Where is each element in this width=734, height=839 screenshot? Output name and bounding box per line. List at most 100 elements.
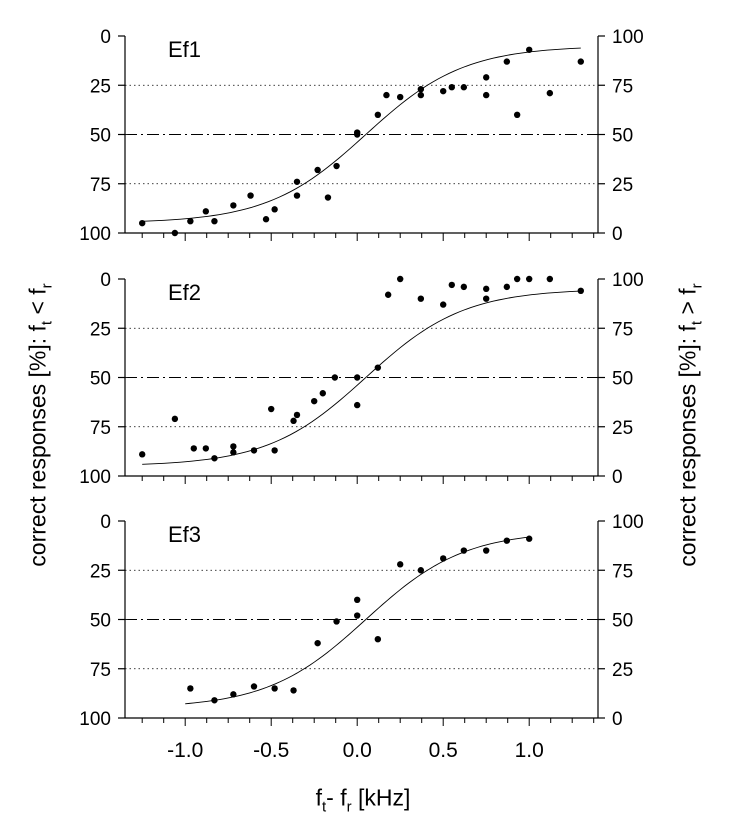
right-tick-label: 75: [612, 561, 633, 582]
data-point: [190, 445, 197, 452]
panel-label: Ef2: [168, 280, 201, 305]
data-point: [187, 685, 194, 692]
panel-ef3: 0 100 25 75 50 50 75 25 100 0 Ef3 -1.0 -0.5 0.0 0.5 1.0: [79, 512, 643, 762]
data-point: [271, 447, 278, 454]
right-tick-label: 25: [612, 660, 633, 681]
data-point: [483, 295, 490, 302]
data-point: [503, 283, 511, 291]
data-point: [526, 535, 533, 542]
data-point: [314, 639, 321, 647]
left-tick-label: 25: [90, 561, 111, 582]
data-point: [333, 618, 340, 625]
data-point: [354, 612, 361, 619]
y-axis-label-left: correct responses [%]: ft < fr: [24, 283, 56, 567]
data-point: [397, 93, 404, 101]
data-point: [354, 596, 361, 603]
data-point: [354, 401, 361, 409]
data-point: [397, 561, 404, 568]
right-tick-label: 25: [612, 418, 633, 439]
data-point: [513, 275, 521, 283]
data-point: [230, 691, 237, 698]
left-tick-label: 25: [90, 76, 111, 97]
data-point: [324, 194, 332, 201]
left-tick-label: 75: [90, 175, 111, 196]
left-tick-label: 100: [79, 467, 111, 488]
x-axis-label: ft- fr [kHz]: [315, 784, 411, 816]
left-tick-label: 100: [79, 224, 111, 245]
data-point: [483, 74, 490, 81]
data-point: [250, 683, 258, 690]
data-point: [202, 208, 210, 215]
panel-ef1: 0 100 25 75 50 50 75 25 100 0 Ef1: [79, 27, 643, 245]
data-point: [211, 455, 218, 462]
left-tick-label: 50: [90, 611, 111, 632]
left-tick-label: 25: [90, 319, 111, 340]
data-point: [139, 219, 146, 227]
data-point: [526, 275, 533, 283]
left-tick-label: 0: [100, 512, 111, 533]
data-point: [319, 390, 326, 397]
data-point: [211, 217, 218, 225]
data-point: [417, 295, 425, 302]
data-point: [271, 685, 278, 692]
right-tick-label: 100: [612, 512, 644, 533]
data-point: [293, 411, 301, 419]
right-tick-label: 50: [612, 126, 633, 147]
left-tick-label: 100: [79, 709, 111, 730]
right-tick-label: 50: [612, 369, 633, 390]
data-point: [440, 301, 447, 308]
data-point: [483, 285, 490, 293]
data-point: [262, 216, 270, 223]
data-point: [139, 451, 146, 458]
left-tick-label: 50: [90, 369, 111, 390]
right-tick-label: 0: [612, 224, 623, 245]
data-point: [577, 287, 584, 295]
data-point: [460, 547, 468, 554]
data-point: [483, 91, 490, 99]
data-point: [202, 445, 210, 452]
fit-curve: [185, 536, 530, 705]
left-tick-label: 50: [90, 126, 111, 147]
data-point: [460, 283, 468, 291]
data-point: [311, 397, 318, 405]
data-point: [460, 84, 468, 91]
data-point: [230, 443, 237, 450]
y-axis-label-right: correct responses [%]: ft > fr: [674, 283, 706, 567]
data-point: [503, 58, 511, 65]
data-point: [374, 111, 382, 119]
data-point: [293, 178, 301, 185]
right-tick-label: 0: [612, 709, 623, 730]
data-point: [440, 555, 447, 562]
data-point: [546, 89, 554, 97]
data-point: [171, 415, 179, 423]
data-point: [374, 364, 382, 371]
data-point: [354, 131, 361, 138]
data-point: [417, 567, 425, 574]
right-tick-label: 0: [612, 467, 623, 488]
right-tick-label: 75: [612, 319, 633, 340]
data-point: [483, 547, 490, 554]
right-tick-label: 100: [612, 27, 644, 48]
data-point: [314, 166, 321, 174]
x-tick-label: 0.0: [343, 739, 372, 762]
right-tick-label: 50: [612, 611, 633, 632]
data-point: [384, 291, 392, 298]
data-point: [250, 447, 258, 454]
x-tick-label: -0.5: [253, 739, 289, 762]
left-tick-label: 0: [100, 27, 111, 48]
data-point: [333, 162, 340, 170]
x-tick-label: -1.0: [167, 739, 203, 762]
data-point: [526, 46, 533, 53]
data-point: [331, 374, 339, 381]
left-tick-label: 75: [90, 418, 111, 439]
panel-label: Ef3: [168, 522, 201, 547]
data-point: [374, 636, 382, 643]
data-point: [417, 85, 425, 93]
data-point: [230, 449, 237, 456]
data-point: [546, 275, 554, 283]
data-point: [577, 58, 584, 65]
data-point: [290, 687, 297, 694]
x-tick-label: 1.0: [515, 739, 544, 762]
right-tick-label: 100: [612, 270, 644, 291]
